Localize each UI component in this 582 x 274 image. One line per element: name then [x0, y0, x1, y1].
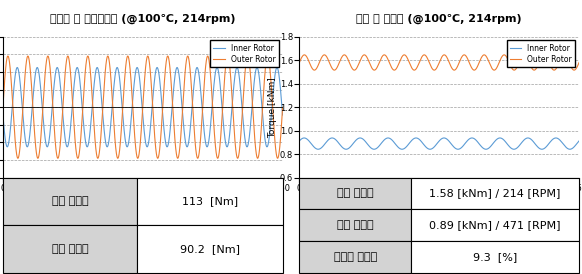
Outer Rotor [164, 54, 171, 58]
Bar [137, 225, 283, 273]
Outer Rotor [516, 59, 523, 62]
Line: Outer Rotor: Outer Rotor [299, 55, 579, 70]
Text: 9.3  [%]: 9.3 [%] [473, 252, 517, 262]
Inner Rotor [310, 145, 317, 148]
Inner Rotor [14, 66, 21, 69]
Outer Rotor [114, 157, 121, 160]
Bar [299, 178, 411, 209]
Bar [299, 241, 411, 273]
Outer Rotor [0, 105, 6, 109]
Text: 내측 회전자: 내측 회전자 [52, 244, 88, 254]
Inner Rotor [0, 113, 6, 117]
Outer Rotor [425, 58, 432, 61]
Inner Rotor [254, 66, 261, 69]
Text: 0.89 [kNm] / 471 [RPM]: 0.89 [kNm] / 471 [RPM] [430, 220, 561, 230]
Outer Rotor [271, 136, 278, 139]
Inner Rotor [128, 113, 135, 117]
Bar [3, 178, 137, 225]
Line: Inner Rotor: Inner Rotor [3, 67, 283, 147]
Outer Rotor [14, 155, 21, 159]
Text: 외측 회전자: 외측 회전자 [337, 189, 374, 198]
Outer Rotor [271, 138, 278, 141]
Text: 113  [Nm]: 113 [Nm] [182, 196, 238, 206]
Text: 무부하 시 코깅토르크 (@100℃, 214rpm): 무부하 시 코깅토르크 (@100℃, 214rpm) [50, 14, 236, 24]
Inner Rotor [204, 145, 211, 149]
Text: 외측 회전자: 외측 회전자 [52, 196, 88, 206]
Bar [3, 225, 137, 273]
Outer Rotor [568, 66, 575, 69]
Line: Outer Rotor: Outer Rotor [3, 56, 283, 158]
Outer Rotor [128, 88, 135, 91]
Outer Rotor [310, 68, 317, 72]
X-axis label: Rotation angle [DegE]: Rotation angle [DegE] [93, 194, 193, 203]
Inner Rotor [271, 76, 278, 79]
X-axis label: Rotation angle [DegE]: Rotation angle [DegE] [389, 194, 489, 203]
Outer Rotor [220, 94, 227, 97]
Bar [411, 241, 579, 273]
Inner Rotor [329, 136, 336, 139]
Outer Rotor [411, 68, 418, 72]
Outer Rotor [576, 61, 582, 64]
Inner Rotor [432, 144, 439, 147]
Legend: Inner Rotor, Outer Rotor: Inner Rotor, Outer Rotor [507, 41, 575, 67]
Inner Rotor [516, 143, 523, 147]
Text: 부하 시 토르크 (@100℃, 214rpm): 부하 시 토르크 (@100℃, 214rpm) [356, 14, 522, 24]
Inner Rotor [136, 72, 143, 75]
Inner Rotor [315, 148, 322, 151]
Legend: Inner Rotor, Outer Rotor: Inner Rotor, Outer Rotor [210, 41, 279, 67]
Bar [299, 209, 411, 241]
Bar [137, 178, 283, 225]
Inner Rotor [271, 75, 278, 78]
Inner Rotor [220, 121, 227, 124]
Outer Rotor [567, 65, 574, 69]
Y-axis label: Torque [kNm]: Torque [kNm] [268, 77, 277, 138]
Text: 내측 회전자: 내측 회전자 [337, 220, 374, 230]
Text: 90.2  [Nm]: 90.2 [Nm] [180, 244, 240, 254]
Inner Rotor [279, 113, 286, 117]
Bar [411, 178, 579, 209]
Bar [411, 209, 579, 241]
Inner Rotor [296, 139, 303, 142]
Inner Rotor [567, 147, 574, 151]
Inner Rotor [568, 147, 575, 151]
Outer Rotor [432, 68, 439, 71]
Text: 1.58 [kNm] / 214 [RPM]: 1.58 [kNm] / 214 [RPM] [430, 189, 561, 198]
Outer Rotor [461, 53, 468, 56]
Line: Inner Rotor: Inner Rotor [299, 138, 579, 149]
Text: 토르크 리플율: 토르크 리플율 [333, 252, 377, 262]
Outer Rotor [279, 105, 286, 109]
Outer Rotor [296, 61, 303, 64]
Inner Rotor [576, 139, 582, 142]
Outer Rotor [136, 153, 143, 156]
Inner Rotor [425, 147, 432, 150]
